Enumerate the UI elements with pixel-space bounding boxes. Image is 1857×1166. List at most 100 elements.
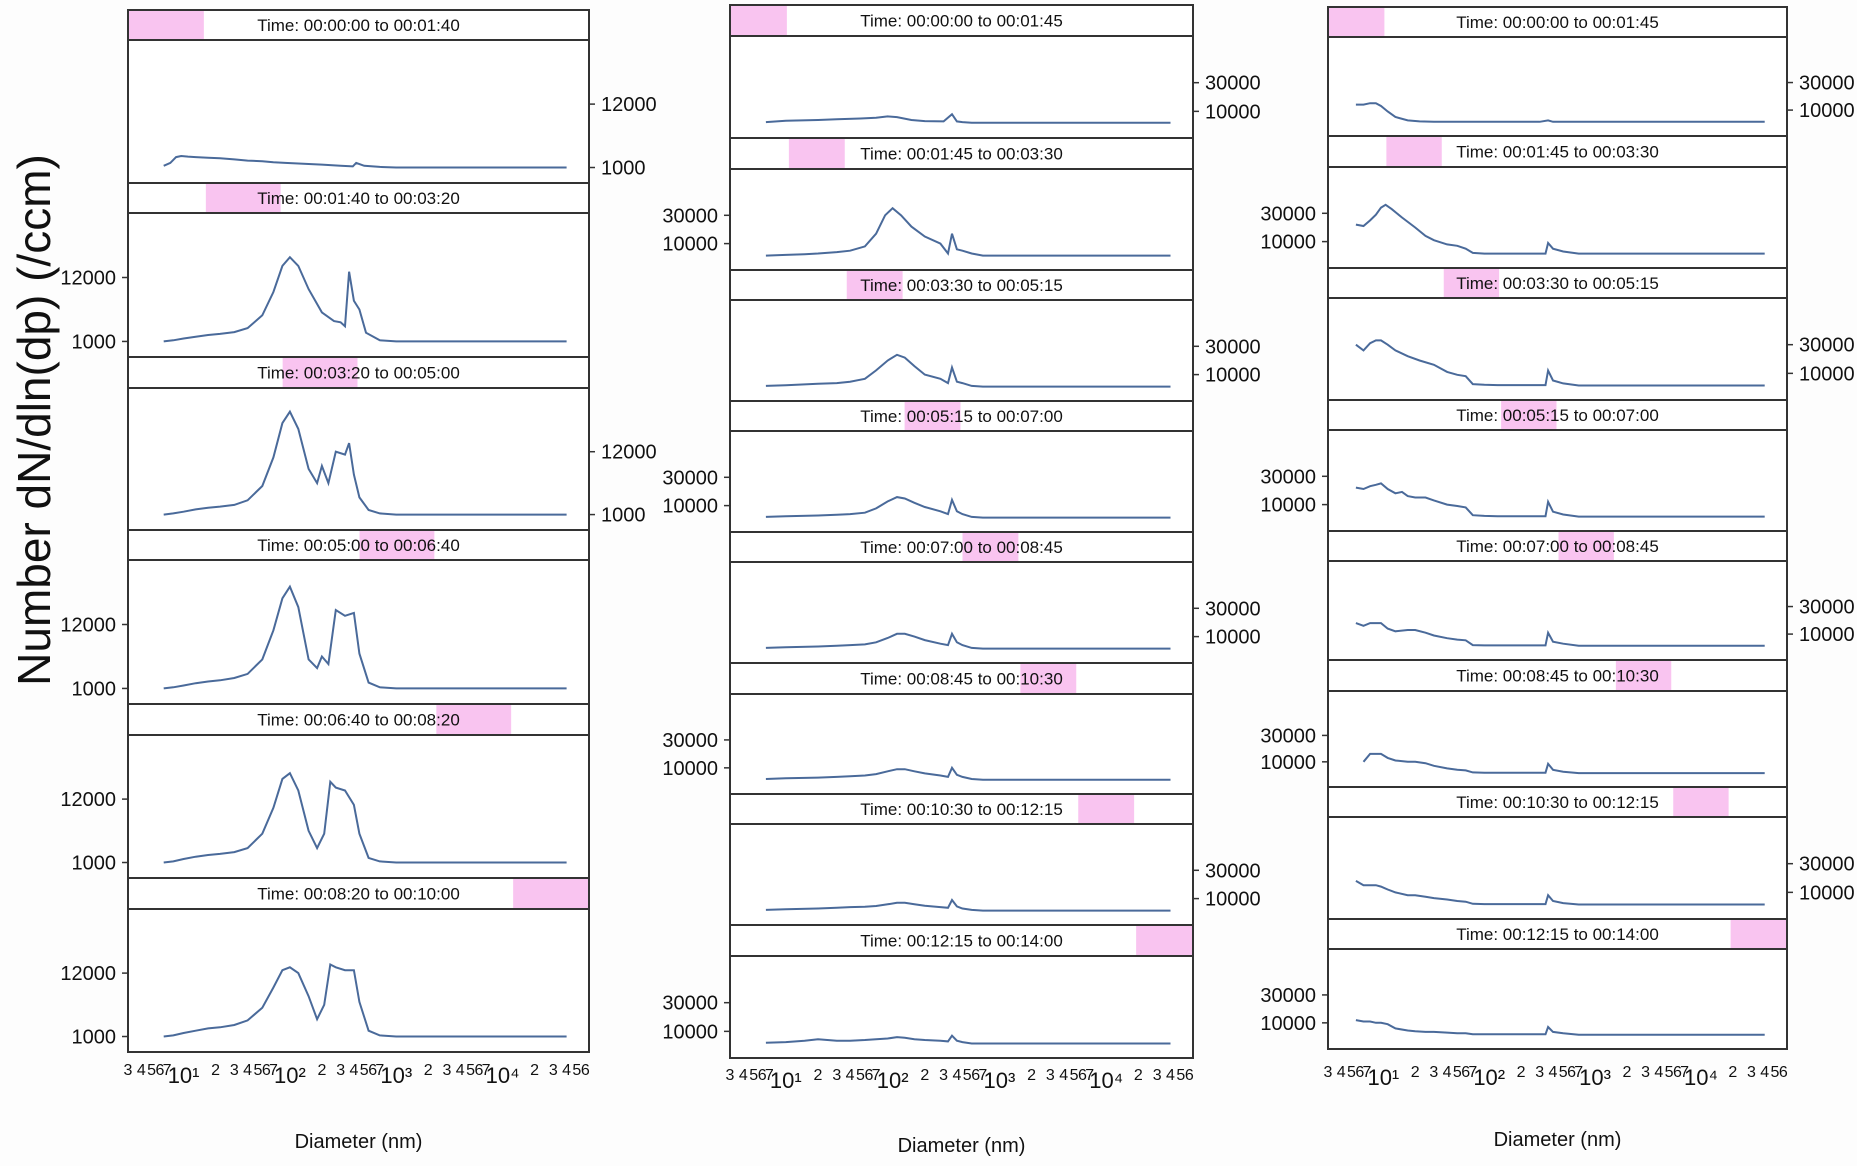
x-minor-tick-label: 5 [253,1062,262,1079]
plot-frame [127,559,590,705]
x-minor-tick-label: 7 [1574,1064,1583,1081]
panels-group: Time: 00:00:00 to 00:01:40100012000Time:… [60,4,1855,1157]
x-minor-tick-label: 6 [581,1062,590,1079]
x-minor-tick-label: 3 [443,1062,452,1079]
y-tick-label: 30000 [1260,466,1316,488]
x-minor-tick-label: 2 [920,1067,929,1084]
time-progress-highlight [1615,661,1672,690]
y-tick-label: 30000 [1799,335,1855,357]
x-minor-tick-label: 5 [572,1062,581,1079]
x-minor-tick-label: 3 [1429,1064,1438,1081]
panel-time-label: Time: 00:07:00 to 00:08:45 [860,538,1063,557]
x-major-tick-label: 10⁴ [1684,1065,1718,1090]
x-minor-tick-label: 2 [1411,1064,1420,1081]
panel-time-label: Time: 00:05:00 to 00:06:40 [257,536,460,555]
x-minor-tick-label: 6 [156,1062,165,1079]
x-axis-label: Diameter (nm) [898,1135,1026,1157]
x-minor-tick-label: 6 [758,1067,767,1084]
x-minor-tick-label: 4 [562,1062,571,1079]
x-minor-tick-label: 7 [375,1062,384,1079]
plot-frame [127,387,590,531]
x-minor-tick-label: 6 [368,1062,377,1079]
panel-time-label: Time: 00:01:45 to 00:03:30 [1456,143,1659,162]
y-tick-label: 12000 [60,963,116,985]
y-tick-label: 10000 [662,496,718,518]
x-minor-tick-label: 4 [137,1062,146,1079]
time-progress-highlight [1558,532,1614,560]
x-minor-tick-label: 5 [1176,1067,1185,1084]
time-progress-highlight [205,184,281,212]
x-minor-tick-label: 7 [269,1062,278,1079]
x-minor-tick-label: 2 [1134,1067,1143,1084]
y-tick-label: 30000 [1799,597,1855,619]
x-minor-tick-label: 2 [1027,1067,1036,1084]
panel-time-label: Time: 00:05:15 to 00:07:00 [860,407,1063,426]
x-minor-tick-label: 6 [1185,1067,1194,1084]
x-minor-tick-label: 3 [726,1067,735,1084]
x-minor-tick-label: 6 [1078,1067,1087,1084]
y-tick-label: 30000 [662,205,718,227]
size-distribution-line [765,765,1171,781]
x-minor-tick-label: 5 [1453,1064,1462,1081]
panel-header [127,182,590,214]
time-progress-highlight [1386,137,1442,166]
size-distribution-line [765,631,1171,650]
panel-time-label: Time: 00:06:40 to 00:08:20 [257,711,460,730]
size-distribution-line [163,255,567,343]
time-progress-highlight [436,705,512,734]
x-major-tick-label: 10¹ [770,1068,802,1093]
y-tick-label: 10000 [1205,627,1261,649]
x-minor-tick-label: 5 [856,1067,865,1084]
x-minor-tick-label: 5 [466,1062,475,1079]
y-tick-label: 30000 [662,993,718,1015]
time-progress-highlight [904,402,961,430]
x-minor-tick-label: 7 [482,1062,491,1079]
panel-header [729,4,1194,37]
y-tick-label: 10000 [1205,101,1261,123]
x-minor-tick-label: 4 [1654,1064,1663,1081]
x-minor-tick-label: 7 [1363,1064,1372,1081]
y-tick-label: 1000 [601,158,646,180]
y-tick-label: 30000 [662,730,718,752]
x-major-tick-label: 10² [877,1068,909,1093]
size-distribution-line [765,112,1171,124]
size-distribution-line [1355,339,1765,387]
x-minor-tick-label: 2 [814,1067,823,1084]
x-minor-tick-label: 3 [1535,1064,1544,1081]
size-distribution-line [1355,1019,1765,1036]
plot-frame [1327,297,1788,401]
y-tick-label: 30000 [1205,336,1261,358]
size-distribution-line [1362,752,1765,775]
x-major-tick-label: 10¹ [1367,1065,1399,1090]
x-minor-tick-label: 7 [765,1067,774,1084]
x-minor-tick-label: 5 [1347,1064,1356,1081]
x-major-tick-label: 10² [274,1063,306,1088]
y-tick-label: 1000 [72,678,117,700]
panel-time-label: Time: 00:10:30 to 00:12:15 [860,800,1063,819]
panel-header [1327,918,1788,950]
x-minor-tick-label: 3 [1046,1067,1055,1084]
x-minor-tick-label: 3 [1324,1064,1333,1081]
x-major-tick-label: 10³ [1579,1065,1611,1090]
x-axis-label: Diameter (nm) [295,1131,423,1153]
size-distribution-line [765,1034,1171,1045]
panel-time-label: Time: 00:00:00 to 00:01:45 [1456,13,1659,32]
x-minor-tick-label: 3 [832,1067,841,1084]
x-minor-tick-label: 6 [1779,1064,1788,1081]
x-minor-tick-label: 5 [1770,1064,1779,1081]
panel-header [1327,530,1788,562]
x-major-tick-label: 10³ [984,1068,1016,1093]
x-minor-tick-label: 4 [1166,1067,1175,1084]
y-tick-label: 30000 [1205,73,1261,95]
y-tick-label: 10000 [1799,882,1855,904]
time-progress-highlight [129,11,204,39]
time-progress-highlight [1673,788,1729,816]
x-major-tick-label: 10³ [380,1063,412,1088]
panel-header [729,662,1194,695]
x-minor-tick-label: 7 [1085,1067,1094,1084]
x-minor-tick-label: 5 [360,1062,369,1079]
time-progress-highlight [1020,664,1077,693]
time-progress-highlight [359,531,435,559]
x-minor-tick-label: 3 [1747,1064,1756,1081]
time-progress-highlight [731,6,787,35]
